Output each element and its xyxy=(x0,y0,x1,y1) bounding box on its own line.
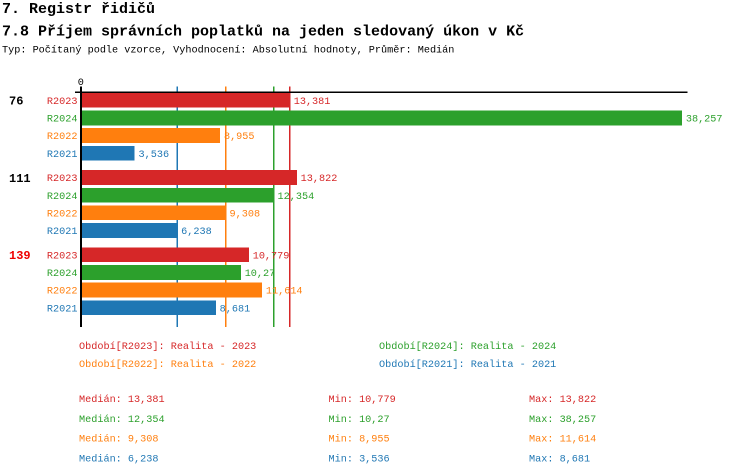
svg-text:R2023: R2023 xyxy=(47,174,78,185)
svg-text:R2024: R2024 xyxy=(47,114,78,125)
svg-text:Období[R2022]: Realita - 2022: Období[R2022]: Realita - 2022 xyxy=(79,359,256,371)
svg-text:R2024: R2024 xyxy=(47,269,78,280)
svg-text:0: 0 xyxy=(78,78,84,89)
svg-text:12,354: 12,354 xyxy=(278,192,315,203)
svg-text:Max: 11,614: Max: 11,614 xyxy=(529,435,596,446)
svg-text:8,955: 8,955 xyxy=(224,132,255,143)
svg-text:11,614: 11,614 xyxy=(266,287,303,298)
svg-text:R2022: R2022 xyxy=(47,132,78,143)
svg-text:Období[R2021]: Realita - 2021: Období[R2021]: Realita - 2021 xyxy=(379,359,556,371)
svg-text:Typ: Počítaný podle vzorce, Vy: Typ: Počítaný podle vzorce, Vyhodnocení:… xyxy=(2,44,454,57)
svg-text:38,257: 38,257 xyxy=(686,114,723,125)
svg-text:R2021: R2021 xyxy=(47,304,78,315)
svg-text:Medián: 6,238: Medián: 6,238 xyxy=(79,453,158,465)
svg-text:R2023: R2023 xyxy=(47,97,78,108)
svg-text:Medián: 13,381: Medián: 13,381 xyxy=(79,394,165,406)
svg-text:10,27: 10,27 xyxy=(245,269,276,280)
svg-text:Období[R2023]: Realita - 2023: Období[R2023]: Realita - 2023 xyxy=(79,341,256,353)
svg-text:Max: 38,257: Max: 38,257 xyxy=(529,415,596,426)
svg-text:7. Registr řidičů: 7. Registr řidičů xyxy=(2,1,155,18)
svg-text:R2022: R2022 xyxy=(47,287,78,298)
svg-text:7.8 Příjem správních poplatků: 7.8 Příjem správních poplatků na jeden s… xyxy=(2,23,524,40)
svg-text:9,308: 9,308 xyxy=(230,209,261,220)
svg-text:8,681: 8,681 xyxy=(220,304,251,315)
svg-text:R2022: R2022 xyxy=(47,209,78,220)
svg-text:3,536: 3,536 xyxy=(139,150,170,161)
svg-text:Max: 8,681: Max: 8,681 xyxy=(529,454,590,465)
svg-text:R2023: R2023 xyxy=(47,251,78,262)
svg-text:Medián: 9,308: Medián: 9,308 xyxy=(79,434,158,446)
svg-text:R2024: R2024 xyxy=(47,192,78,203)
svg-text:Min: 10,27: Min: 10,27 xyxy=(329,414,390,426)
svg-text:Období[R2024]: Realita - 2024: Období[R2024]: Realita - 2024 xyxy=(379,341,556,353)
svg-text:Min: 8,955: Min: 8,955 xyxy=(329,434,390,446)
svg-text:111: 111 xyxy=(9,172,31,186)
svg-text:76: 76 xyxy=(9,95,23,109)
svg-text:R2021: R2021 xyxy=(47,150,78,161)
svg-text:6,238: 6,238 xyxy=(181,227,212,238)
svg-text:Max: 13,822: Max: 13,822 xyxy=(529,395,596,406)
svg-text:13,381: 13,381 xyxy=(294,97,331,108)
svg-text:Min: 10,779: Min: 10,779 xyxy=(329,394,396,406)
svg-text:13,822: 13,822 xyxy=(301,174,338,185)
svg-text:Medián: 12,354: Medián: 12,354 xyxy=(79,414,165,426)
svg-text:10,779: 10,779 xyxy=(253,251,290,262)
svg-text:R2021: R2021 xyxy=(47,227,78,238)
svg-text:139: 139 xyxy=(9,249,31,263)
svg-text:Min: 3,536: Min: 3,536 xyxy=(329,453,390,465)
